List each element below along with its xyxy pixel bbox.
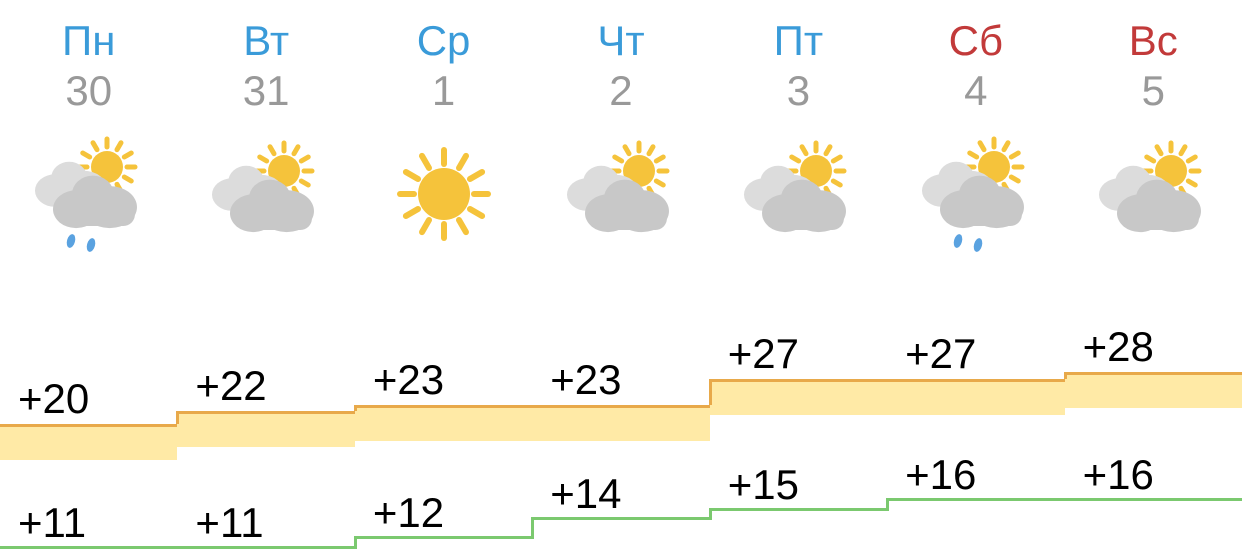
low-line-segment: [177, 546, 354, 549]
day-date: 5: [1142, 70, 1165, 112]
temp-high: +28: [1083, 326, 1154, 368]
cloud-sun-icon: [723, 134, 873, 264]
low-line-segment: [532, 517, 709, 520]
day-name: Вт: [243, 20, 289, 62]
low-line-segment: [355, 536, 532, 539]
temp-low: +12: [373, 492, 444, 534]
day-name: Пт: [774, 20, 823, 62]
temperature-chart: +20 +11 +22 +11 +23 +12 +23 +14 +27 +15 +27 +16 +28 +…: [0, 318, 1242, 558]
cloud-sun-icon: [1078, 134, 1228, 264]
day-date: 31: [243, 70, 290, 112]
low-line-segment: [887, 498, 1064, 501]
day-date: 4: [964, 70, 987, 112]
cloud-sun-rain-icon: [14, 134, 164, 264]
band-step-fill: [1065, 372, 1068, 415]
band-step-fill: [710, 379, 713, 441]
forecast-row: Пн 30 Вт 31 Ср 1 Чт 2 Пт 3: [0, 0, 1242, 558]
band-step-fill: [355, 405, 358, 448]
temp-low: +16: [1083, 454, 1154, 496]
temp-band-segment: [1065, 372, 1242, 408]
day-name: Ср: [417, 20, 471, 62]
temp-band-segment: [532, 405, 709, 441]
low-step-riser: [709, 508, 712, 521]
low-step-riser: [354, 536, 357, 549]
day-name: Вс: [1129, 20, 1178, 62]
day-name: Чт: [597, 20, 644, 62]
low-line-segment: [710, 508, 887, 511]
day-name: Пн: [62, 20, 115, 62]
low-line-segment: [0, 546, 177, 549]
temp-low: +11: [195, 502, 263, 544]
cloud-sun-icon: [191, 134, 341, 264]
day-date: 1: [432, 70, 455, 112]
low-step-riser: [531, 517, 534, 539]
temp-band-segment: [177, 411, 354, 447]
day-name: Сб: [949, 20, 1003, 62]
sun-icon: [369, 134, 519, 264]
temp-high: +23: [373, 359, 444, 401]
day-date: 3: [787, 70, 810, 112]
temp-high: +20: [18, 378, 89, 420]
temp-band-segment: [355, 405, 532, 441]
temp-high: +22: [195, 365, 266, 407]
day-date: 2: [609, 70, 632, 112]
temp-band-segment: [710, 379, 887, 415]
temp-high: +23: [550, 359, 621, 401]
temp-low: +16: [905, 454, 976, 496]
temp-low: +11: [18, 502, 86, 544]
temp-band-segment: [887, 379, 1064, 415]
temp-low: +15: [728, 464, 799, 506]
day-date: 30: [65, 70, 112, 112]
temp-high: +27: [905, 333, 976, 375]
temp-low: +14: [550, 473, 621, 515]
band-step-fill: [177, 411, 180, 460]
temp-high: +27: [728, 333, 799, 375]
low-line-segment: [1065, 498, 1242, 501]
cloud-sun-rain-icon: [901, 134, 1051, 264]
temp-band-segment: [0, 424, 177, 460]
low-step-riser: [886, 498, 889, 511]
cloud-sun-icon: [546, 134, 696, 264]
